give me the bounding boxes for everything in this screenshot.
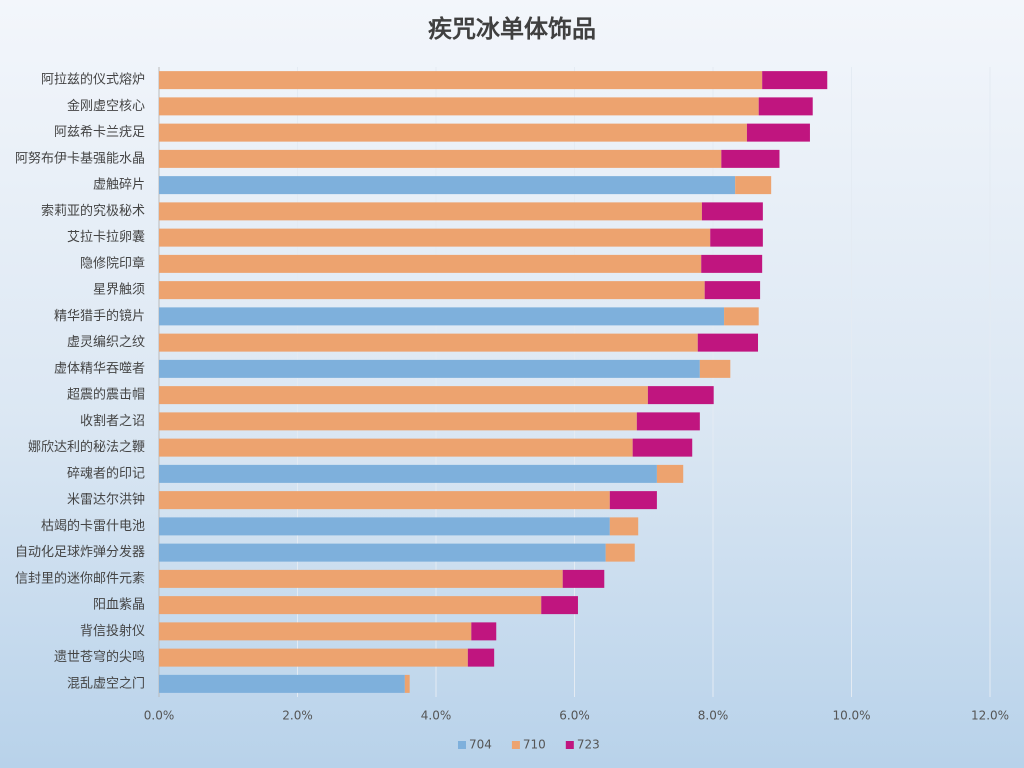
legend-swatch <box>458 741 466 749</box>
y-tick-label: 索莉亚的究极秘术 <box>41 203 145 219</box>
bar-segment <box>701 202 763 221</box>
y-tick-label: 阳血紫晶 <box>93 598 145 613</box>
y-tick-label: 遗世苍穹的尖鸣 <box>54 649 145 665</box>
bar-segment <box>159 359 700 378</box>
bar-segment <box>159 674 405 693</box>
bar-segment <box>656 464 684 483</box>
bar-segment <box>159 438 633 457</box>
bar-segment <box>710 228 763 247</box>
legend-label: 710 <box>523 738 546 752</box>
bar-segment <box>159 71 763 90</box>
bar-segment <box>746 123 810 142</box>
y-tick-label: 金刚虚空核心 <box>67 98 145 114</box>
y-tick-label: 超震的震击帽 <box>67 387 145 403</box>
bar-segment <box>159 517 610 536</box>
bar-segment <box>762 71 828 90</box>
y-tick-label: 米雷达尔洪钟 <box>67 492 145 508</box>
y-tick-label: 自动化足球炸弹分发器 <box>15 544 145 560</box>
legend-label: 704 <box>469 738 492 752</box>
bar-segment <box>159 622 472 641</box>
bar-segment <box>605 543 635 562</box>
bar-segment <box>159 333 698 352</box>
bar-segment <box>159 386 648 405</box>
legend-swatch <box>511 741 520 749</box>
bar-segment <box>159 281 705 300</box>
legend-label: 723 <box>577 738 600 752</box>
bar-segment <box>159 228 711 247</box>
y-tick-label: 娜欣达利的秘法之鞭 <box>28 439 145 455</box>
bar-segment <box>159 543 606 562</box>
y-tick-label: 精华猎手的镜片 <box>54 308 145 324</box>
bar-segment <box>159 491 610 510</box>
bar-segment <box>647 386 714 405</box>
bar-segment <box>159 254 702 273</box>
bar-segment <box>701 254 763 273</box>
bar-segment <box>724 307 759 326</box>
x-tick-label: 2.0% <box>282 709 313 723</box>
bar-segment <box>609 517 639 536</box>
x-tick-label: 6.0% <box>559 709 590 723</box>
bar-segment <box>721 149 780 168</box>
x-tick-label: 10.0% <box>832 709 870 723</box>
x-tick-label: 8.0% <box>698 709 729 723</box>
bar-segment <box>467 648 495 667</box>
y-tick-label: 收割者之诏 <box>80 413 145 429</box>
y-tick-label: 隐修院印章 <box>80 255 145 271</box>
bar-segment <box>758 97 813 116</box>
bar-segment <box>704 281 761 300</box>
bar-segment <box>159 569 563 588</box>
y-tick-label: 艾拉卡拉卵囊 <box>67 229 145 245</box>
x-tick-label: 12.0% <box>971 709 1009 723</box>
y-tick-label: 阿兹希卡兰疣足 <box>54 125 145 140</box>
x-tick-label: 4.0% <box>421 709 452 723</box>
y-tick-label: 虚灵编织之纹 <box>67 335 145 350</box>
bar-segment <box>159 596 542 615</box>
y-tick-label: 阿拉兹的仪式熔炉 <box>41 72 145 88</box>
bar-segment <box>159 648 468 667</box>
x-tick-label: 0.0% <box>144 709 175 723</box>
bar-segment <box>609 491 657 510</box>
bar-segment <box>697 333 759 352</box>
bar-segment <box>159 176 736 195</box>
bar-segment <box>471 622 497 641</box>
bar-segment <box>562 569 605 588</box>
y-tick-label: 混乱虚空之门 <box>67 676 145 691</box>
legend-swatch <box>565 741 574 749</box>
bar-segment <box>541 596 578 615</box>
y-tick-label: 背信投射仪 <box>80 623 145 639</box>
bar-segment <box>159 464 657 483</box>
y-tick-label: 虚触碎片 <box>93 178 145 193</box>
y-tick-label: 枯竭的卡雷什电池 <box>41 518 145 534</box>
bar-segment <box>636 412 700 431</box>
bar-segment <box>159 149 722 168</box>
bar-segment <box>159 307 725 326</box>
y-tick-label: 阿努布伊卡基强能水晶 <box>15 151 145 166</box>
bar-segment <box>159 123 747 142</box>
bar-segment <box>404 674 410 693</box>
bar-segment <box>159 412 637 431</box>
bar-segment <box>632 438 693 457</box>
chart-title: 疾咒冰单体饰品 <box>428 15 596 43</box>
bar-segment <box>159 202 702 221</box>
bar-segment <box>735 176 772 195</box>
y-tick-label: 星界触须 <box>93 283 145 298</box>
bar-segment <box>699 359 731 378</box>
bar-segment <box>159 97 759 116</box>
y-tick-label: 虚体精华吞噬者 <box>54 361 145 376</box>
y-tick-label: 信封里的迷你邮件元素 <box>15 570 145 586</box>
y-tick-label: 碎魂者的印记 <box>67 465 145 481</box>
